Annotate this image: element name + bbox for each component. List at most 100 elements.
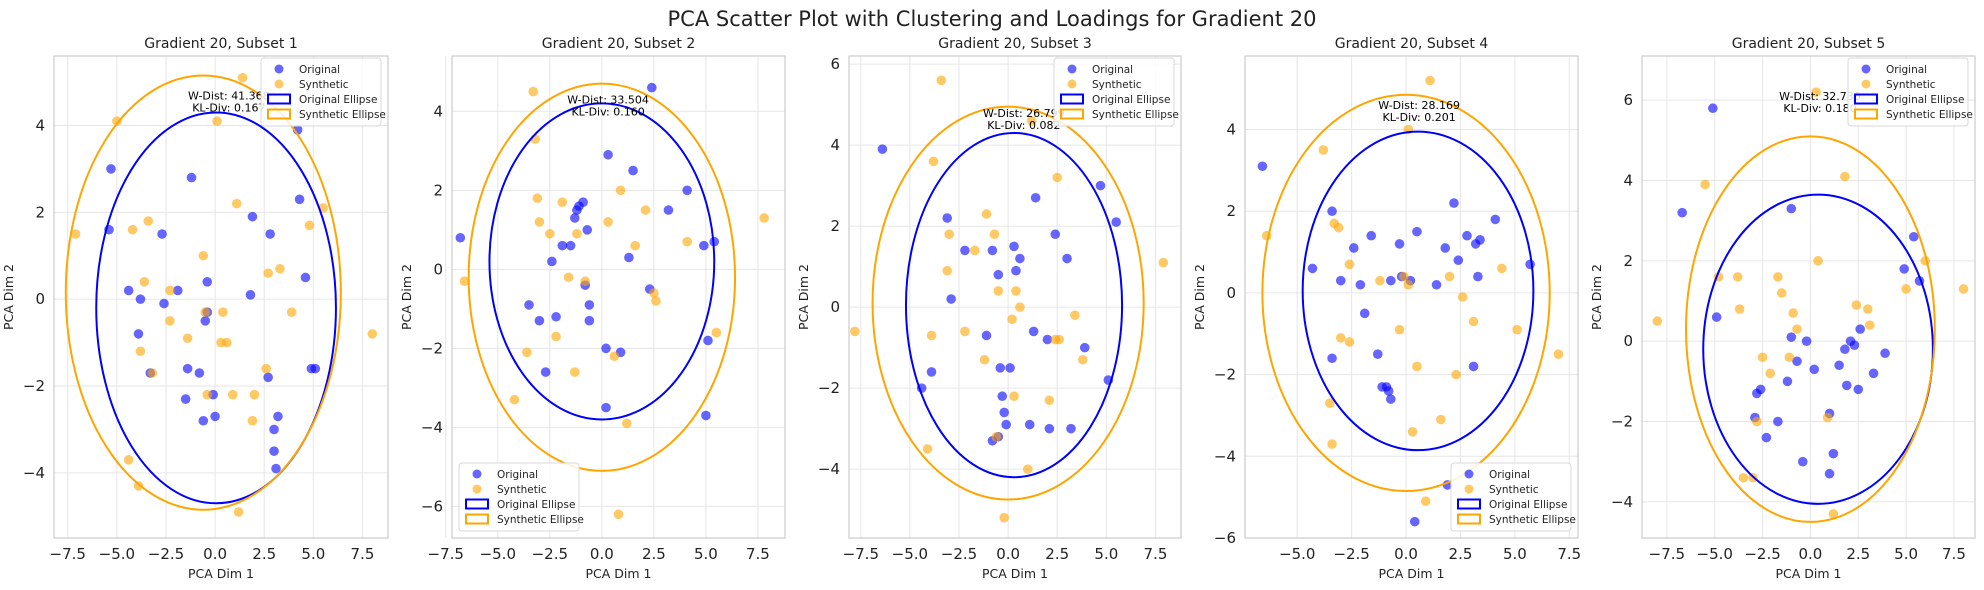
original-point [172,285,183,296]
original-point [269,424,279,435]
x-axis-label: PCA Dim 1 [982,566,1048,581]
synthetic-point [1700,179,1710,190]
synthetic-point [1052,172,1063,183]
synthetic-point [1864,320,1875,330]
subplot-4: −5.0 −2.5 0.0 2.5 5.0 7.5 −6 −4 −2 0 2 4 W-Dist: 28.… [1192,36,1581,581]
original-point [1440,243,1451,253]
original-point [997,391,1008,402]
synthetic-point [1652,316,1663,326]
original-point [946,294,956,304]
legend-marker-original [1464,469,1474,479]
original-point [123,285,134,296]
original-point [1001,419,1011,430]
synthetic-point [1022,464,1033,474]
synthetic-point [979,354,990,365]
original-point [1044,423,1055,434]
synthetic-point [1773,272,1783,282]
synthetic-point [944,229,954,240]
synthetic-point [222,337,232,348]
legend-label-original-ellipse: Original Ellipse [1092,94,1170,106]
original-point [582,225,593,235]
original-point [1853,384,1864,395]
legend-label-synthetic-ellipse: Synthetic Ellipse [1489,514,1576,526]
original-point [701,410,711,421]
original-point [647,82,657,93]
synthetic-point [942,265,953,276]
synthetic-point [1412,361,1422,372]
synthetic-ellipse [1261,93,1551,493]
original-point [1828,448,1839,459]
original-point [1453,255,1464,266]
y-tick-label: −4 [1214,447,1236,465]
original-point [1462,230,1472,241]
y-tick-label: 4 [830,136,840,154]
synthetic-point [572,228,582,239]
synthetic-point [1451,369,1461,380]
synthetic-point [147,368,158,378]
y-tick-label: −2 [1214,366,1236,384]
legend-marker-original-ellipse [465,498,489,510]
synthetic-point [1407,426,1418,437]
legend: Original Synthetic Original Ellipse Synthet… [458,462,584,532]
x-tick-label: 0.0 [590,545,614,563]
synthetic-point [1784,352,1795,363]
legend-label-original: Original [299,64,340,76]
original-point [1359,308,1370,319]
original-point [1366,230,1377,241]
synthetic-point [850,326,860,337]
synthetic-point [1044,395,1055,406]
x-tick-label: −2.5 [532,545,568,563]
synthetic-point [263,268,273,278]
original-point [1355,279,1366,290]
legend-label-synthetic-ellipse: Synthetic Ellipse [1886,109,1973,121]
synthetic-point [1325,398,1335,409]
x-tick-label: 7.5 [351,545,375,563]
original-point [584,315,595,326]
synthetic-ellipse [467,82,737,472]
original-point [578,197,588,207]
original-point [1327,353,1337,364]
original-point [186,172,197,183]
synthetic-point [1333,222,1344,233]
legend-label-original: Original [1886,64,1927,76]
x-tick-label: 0.0 [996,545,1020,563]
original-point [300,272,311,283]
synthetic-point [999,512,1009,523]
original-point [628,165,638,176]
original-point [703,335,713,346]
original-point [540,367,551,377]
synthetic-point [459,276,470,286]
synthetic-point [759,213,769,223]
original-point [1431,279,1442,290]
subplot-title: Gradient 20, Subset 2 [542,36,696,52]
original-point [1079,342,1090,353]
synthetic-point [1399,271,1409,282]
synthetic-point [960,326,970,337]
synthetic-point [123,455,134,465]
synthetic-point [1752,416,1762,427]
original-point [1786,203,1797,214]
original-point [1327,206,1337,217]
legend-marker-original-ellipse [1457,498,1481,510]
y-axis-label: PCA Dim 2 [1192,264,1207,330]
legend-marker-synthetic [1067,79,1077,89]
subplot-title: Gradient 20, Subset 5 [1732,36,1886,52]
x-tick-label: −7.5 [50,545,86,563]
y-tick-label: 2 [433,181,443,199]
x-tick-label: −2.5 [148,545,184,563]
stats-annotation: KL-Div: 0.201 [1382,111,1455,124]
x-tick-label: −5.0 [1697,545,1733,563]
synthetic-point [1734,304,1745,314]
y-tick-label: −4 [818,460,840,478]
x-tick-label: 7.5 [1144,545,1168,563]
original-point [210,411,220,422]
original-point [960,245,970,256]
y-tick-label: 0 [35,290,45,308]
original-point [294,194,305,205]
synthetic-point [1011,286,1021,296]
synthetic-point [1765,368,1776,379]
x-tick-label: −2.5 [1744,545,1780,563]
y-tick-label: −2 [818,379,840,397]
original-point [1015,253,1025,264]
